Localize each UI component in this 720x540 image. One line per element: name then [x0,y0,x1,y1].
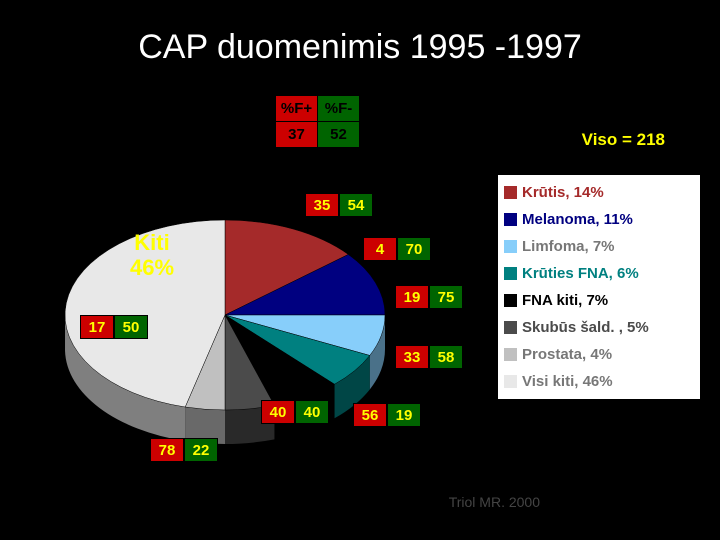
legend-item: Melanoma, 11% [504,206,692,233]
value-fminus: 58 [429,345,463,369]
pie-label-line1: Kiti [134,230,169,255]
value-pair: 4040 [261,400,329,424]
pie-label-line2: 46% [130,255,174,280]
page-title: CAP duomenimis 1995 -1997 [0,0,720,67]
legend-swatch [504,240,517,253]
value-pair: 3358 [395,345,463,369]
header-fplus-label: %F+ [276,96,318,122]
value-fplus: 56 [353,403,387,427]
legend-swatch [504,186,517,199]
value-fplus: 19 [395,285,429,309]
viso-total: Viso = 218 [582,130,665,150]
legend-swatch [504,348,517,361]
value-pair: 3554 [305,193,373,217]
value-fminus: 54 [339,193,373,217]
value-fminus: 40 [295,400,329,424]
legend-label: Krūties FNA, 6% [522,260,639,287]
value-fminus: 75 [429,285,463,309]
legend-label: Skubūs šald. , 5% [522,314,649,341]
legend-swatch [504,375,517,388]
legend-swatch [504,294,517,307]
value-fminus: 19 [387,403,421,427]
legend: Krūtis, 14%Melanoma, 11%Limfoma, 7%Krūti… [498,175,700,399]
legend-label: Limfoma, 7% [522,233,615,260]
header-fminus-val: 52 [318,122,360,148]
footer-citation: Triol MR. 2000 [449,494,540,510]
value-fplus: 40 [261,400,295,424]
legend-item: Skubūs šald. , 5% [504,314,692,341]
legend-item: Limfoma, 7% [504,233,692,260]
legend-swatch [504,321,517,334]
value-fminus: 70 [397,237,431,261]
legend-swatch [504,213,517,226]
legend-swatch [504,267,517,280]
legend-label: Prostata, 4% [522,341,612,368]
value-fplus: 33 [395,345,429,369]
value-pair: 470 [363,237,431,261]
legend-label: Krūtis, 14% [522,179,604,206]
value-pair: 7822 [150,438,218,462]
value-fplus: 35 [305,193,339,217]
legend-item: Krūtis, 14% [504,179,692,206]
value-pair: 1750 [80,315,148,339]
legend-item: Krūties FNA, 6% [504,260,692,287]
header-fplus-val: 37 [276,122,318,148]
value-pair: 5619 [353,403,421,427]
legend-item: Visi kiti, 46% [504,368,692,395]
legend-label: Visi kiti, 46% [522,368,613,395]
header-table: %F+ %F- 37 52 [275,95,360,148]
header-fminus-label: %F- [318,96,360,122]
legend-item: Prostata, 4% [504,341,692,368]
legend-label: Melanoma, 11% [522,206,633,233]
legend-label: FNA kiti, 7% [522,287,608,314]
value-fplus: 17 [80,315,114,339]
legend-item: FNA kiti, 7% [504,287,692,314]
pie-main-label: Kiti 46% [130,230,174,281]
pie-chart-area: Kiti 46% 3554470197533585619404078221750 [35,185,465,465]
value-fplus: 78 [150,438,184,462]
value-fminus: 50 [114,315,148,339]
value-pair: 1975 [395,285,463,309]
value-fminus: 22 [184,438,218,462]
value-fplus: 4 [363,237,397,261]
